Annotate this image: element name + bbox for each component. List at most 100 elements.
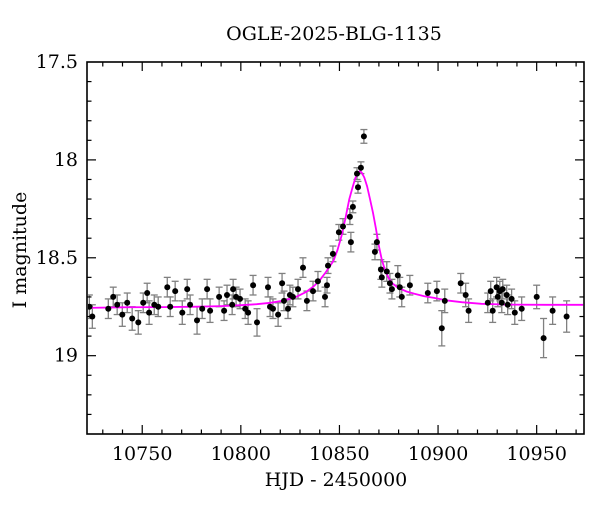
data-point <box>355 184 361 191</box>
data-point <box>386 280 393 287</box>
data-point <box>357 164 364 171</box>
data-point <box>124 299 131 306</box>
data-point <box>354 170 360 177</box>
data-point <box>270 305 276 312</box>
data-point <box>265 284 271 291</box>
data-point <box>199 305 206 312</box>
data-point <box>167 303 174 310</box>
data-point <box>377 266 384 273</box>
y-tick-label: 19 <box>54 345 78 367</box>
x-tick-label: 10800 <box>211 443 271 465</box>
data-point <box>508 295 515 302</box>
data-point <box>346 213 353 220</box>
data-point <box>230 286 237 293</box>
data-point <box>347 239 354 246</box>
data-points <box>88 133 570 342</box>
data-point <box>433 288 440 295</box>
data-point <box>540 335 547 342</box>
data-point <box>465 307 472 314</box>
data-point <box>184 286 191 293</box>
data-point <box>322 293 328 300</box>
plot-frame <box>86 61 585 435</box>
data-point <box>221 307 228 314</box>
data-point <box>371 248 378 255</box>
y-tick-label: 18 <box>54 149 78 171</box>
data-point <box>504 301 511 308</box>
data-point <box>462 292 469 298</box>
y-axis-label: I magnitude <box>9 192 31 309</box>
data-point <box>314 278 321 285</box>
data-point <box>340 223 346 230</box>
data-point <box>457 280 464 287</box>
data-point <box>360 133 367 140</box>
data-point <box>204 286 211 293</box>
data-point <box>207 307 214 314</box>
data-point <box>549 307 556 314</box>
data-point <box>135 319 142 326</box>
data-point <box>310 288 316 295</box>
data-point <box>398 293 405 300</box>
data-point <box>300 264 306 271</box>
data-point <box>216 293 223 300</box>
data-point <box>487 288 494 295</box>
data-point <box>396 284 403 291</box>
data-point <box>155 303 162 310</box>
data-point <box>144 290 151 296</box>
data-point <box>383 268 390 275</box>
data-point <box>499 286 506 293</box>
data-point <box>245 309 252 316</box>
data-point <box>275 311 282 318</box>
data-point <box>114 301 121 308</box>
data-point <box>179 309 186 316</box>
data-point <box>289 293 296 300</box>
data-point <box>285 305 291 312</box>
tick-labels: 10750 10800 10850 10900 10950 17.5 18 18.5 19 <box>36 51 567 465</box>
data-point <box>146 309 153 316</box>
data-point <box>489 307 496 314</box>
data-point <box>105 305 112 312</box>
data-point <box>237 295 243 302</box>
data-point <box>172 288 179 295</box>
data-point <box>324 282 330 289</box>
plot-generated-content: 10750 10800 10850 10900 10950 17.5 18 18.5 19 <box>36 51 585 465</box>
data-point <box>119 311 126 318</box>
data-point <box>335 229 342 236</box>
x-tick-label: 10850 <box>309 443 369 465</box>
data-point <box>229 301 236 308</box>
data-point <box>303 297 310 304</box>
y-tick-label: 18.5 <box>36 247 78 269</box>
data-point <box>129 315 136 322</box>
x-tick-label: 10750 <box>112 443 172 465</box>
data-point <box>484 299 491 306</box>
data-point <box>438 325 445 332</box>
data-point <box>88 303 93 310</box>
x-tick-label: 10900 <box>408 443 468 465</box>
data-point <box>424 290 431 296</box>
data-point <box>279 280 286 287</box>
y-tick-label: 17.5 <box>36 51 78 73</box>
data-point <box>254 319 260 326</box>
data-point <box>325 262 331 269</box>
plot-title: OGLE-2025-BLG-1135 <box>226 23 442 45</box>
data-point <box>511 309 518 316</box>
axis-ticks <box>87 62 584 434</box>
error-bars <box>88 128 571 359</box>
data-point <box>498 299 505 306</box>
x-axis-label: HJD - 2450000 <box>265 469 408 491</box>
data-point <box>140 299 147 306</box>
data-point <box>329 250 336 257</box>
data-point <box>187 301 194 308</box>
data-point <box>281 297 287 304</box>
data-point <box>388 286 395 293</box>
data-point <box>394 272 401 279</box>
data-point <box>503 292 510 298</box>
data-point <box>89 313 96 320</box>
data-point <box>295 286 301 293</box>
data-point <box>441 297 448 304</box>
data-point <box>373 239 380 246</box>
data-point <box>533 293 540 300</box>
data-point <box>194 317 200 324</box>
data-point <box>563 313 570 320</box>
